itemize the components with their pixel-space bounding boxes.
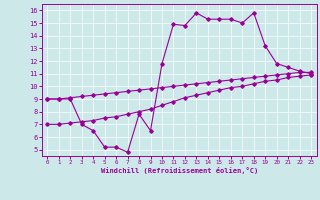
X-axis label: Windchill (Refroidissement éolien,°C): Windchill (Refroidissement éolien,°C): [100, 167, 258, 174]
